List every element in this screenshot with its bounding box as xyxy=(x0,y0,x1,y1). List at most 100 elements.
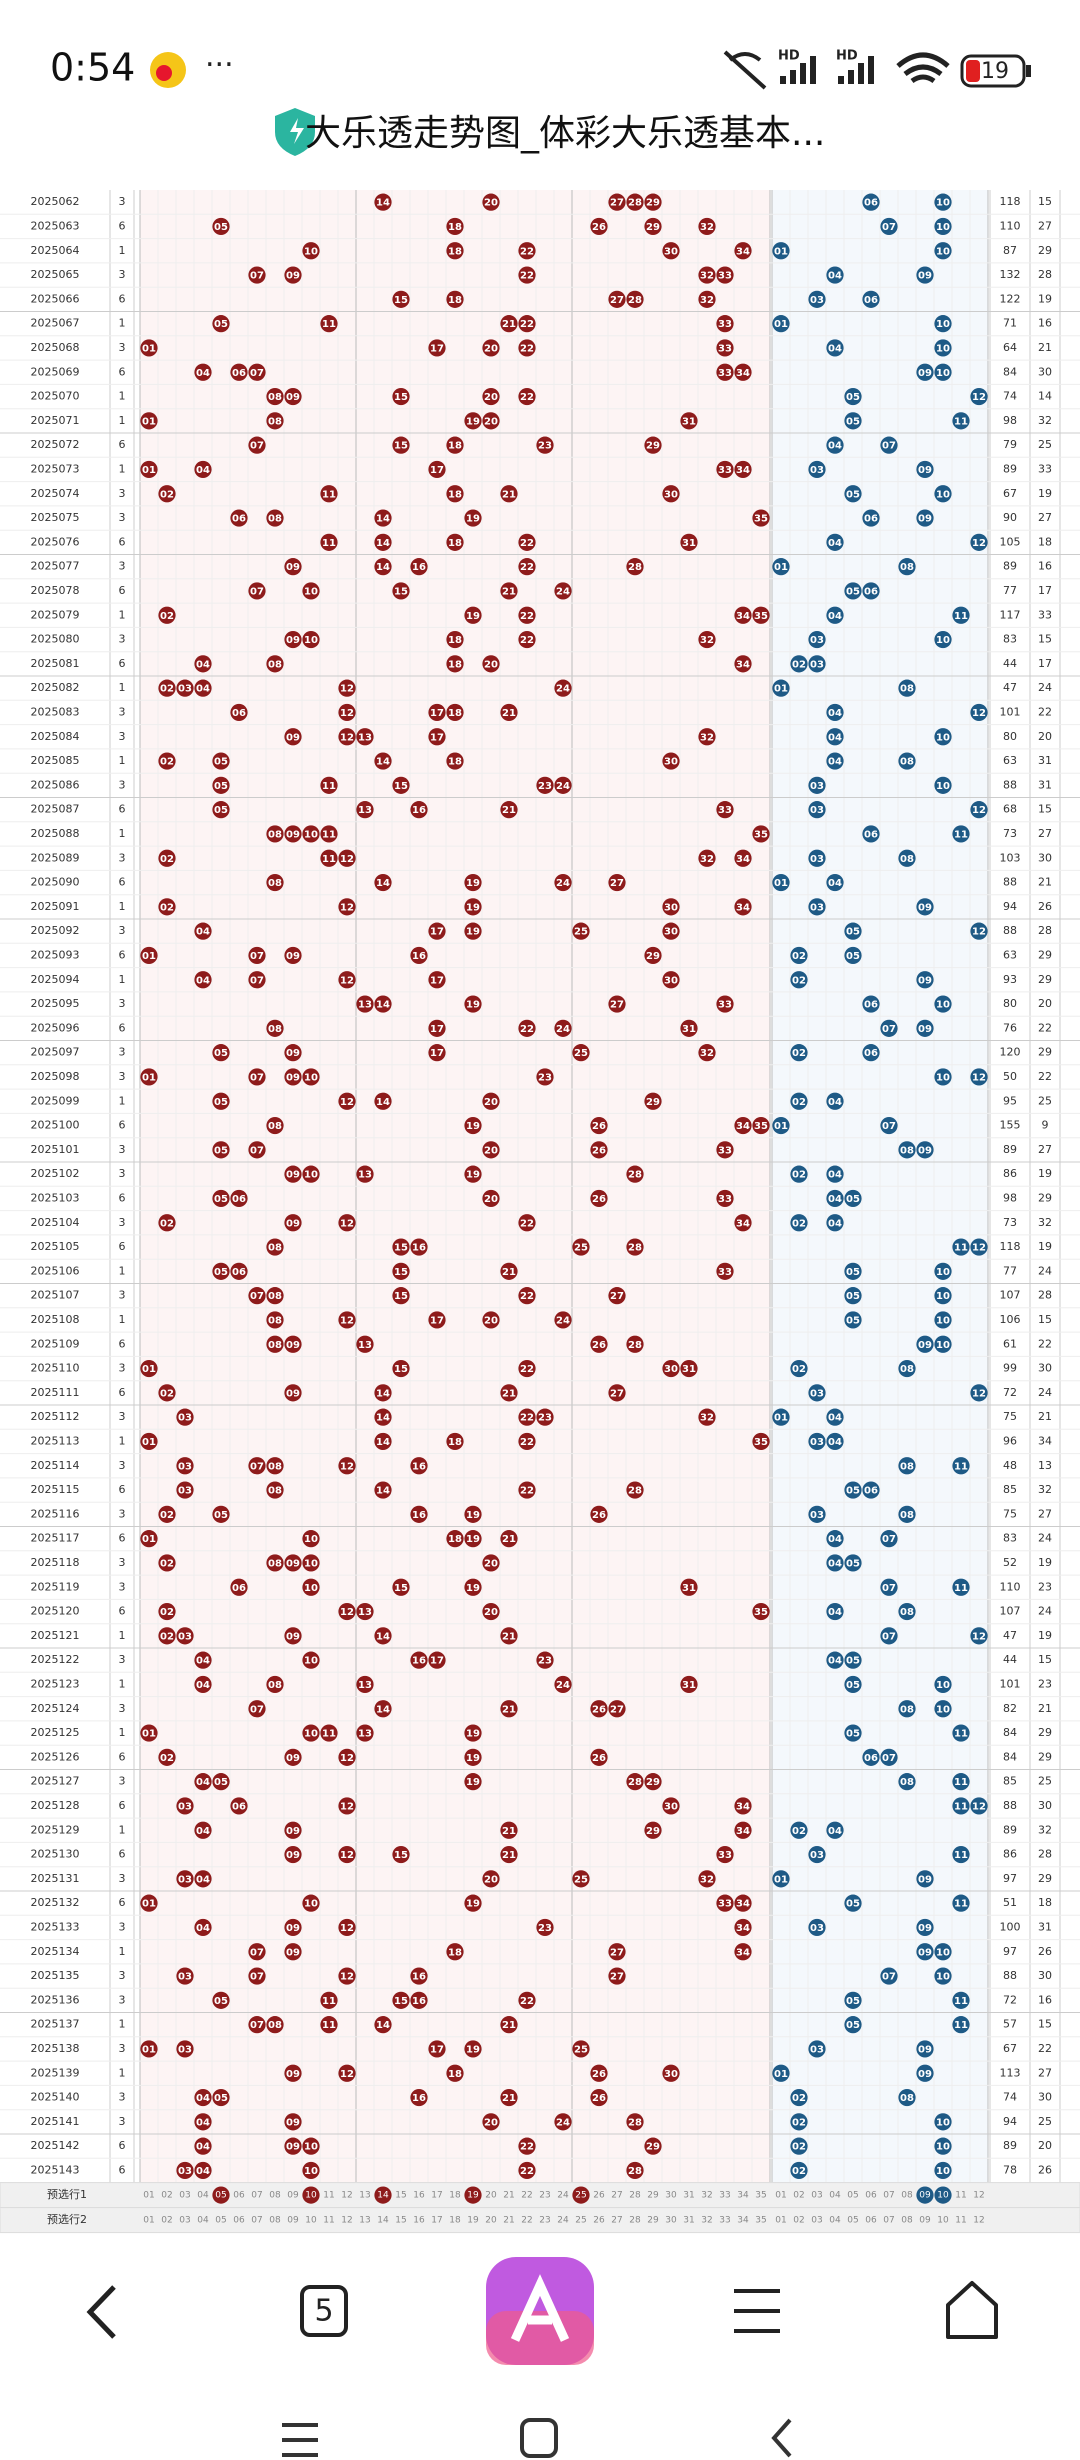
sys-menu[interactable] xyxy=(282,2423,318,2457)
stat: 75 xyxy=(1003,1410,1017,1423)
ball-number: 09 xyxy=(918,514,932,525)
issue: 2025143 xyxy=(31,2163,80,2176)
ball xyxy=(970,1384,988,1402)
ball xyxy=(862,290,880,308)
ball xyxy=(338,1845,356,1864)
ball-number: 11 xyxy=(322,489,336,500)
ball-number: 27 xyxy=(610,295,624,306)
sys-home[interactable] xyxy=(520,2418,558,2458)
battery-tip xyxy=(1026,65,1031,77)
ball-number: 03 xyxy=(178,1801,192,1812)
ball xyxy=(302,582,320,600)
ball-number: 26 xyxy=(592,1121,606,1132)
ball-number: 09 xyxy=(918,1874,932,1885)
sys-back[interactable] xyxy=(771,2418,792,2458)
ball-number: 30 xyxy=(664,757,678,768)
ball-number: 04 xyxy=(828,732,842,743)
ball xyxy=(500,2016,518,2034)
stat: 30 xyxy=(1038,1969,1052,1982)
ball xyxy=(826,1408,844,1426)
ball xyxy=(916,1918,934,1937)
ball-number: 19 xyxy=(466,514,480,525)
tabs-button[interactable] xyxy=(300,2285,348,2337)
count: 6 xyxy=(119,1750,126,1763)
ball xyxy=(916,1870,934,1888)
ball-number: 01 xyxy=(142,1072,156,1083)
ball xyxy=(626,2161,644,2180)
selection-number: 03 xyxy=(179,2191,190,2201)
issue: 2025131 xyxy=(31,1872,80,1885)
count: 1 xyxy=(119,900,126,913)
ball-number: 04 xyxy=(828,878,842,889)
ball-number: 02 xyxy=(160,1558,174,1569)
ball xyxy=(862,995,880,1013)
ball xyxy=(446,217,464,236)
stat: 88 xyxy=(1003,876,1017,889)
ball xyxy=(302,1068,320,1086)
selection-number: 06 xyxy=(233,2216,245,2226)
ball xyxy=(338,1967,356,1985)
ball-number: 14 xyxy=(376,514,390,525)
tabs-count[interactable]: 5 xyxy=(314,2294,333,2329)
ball xyxy=(716,1845,734,1864)
stat: 73 xyxy=(1003,1216,1017,1229)
menu-button[interactable] xyxy=(734,2289,780,2333)
ball-number: 07 xyxy=(250,586,264,597)
ball xyxy=(410,946,428,965)
ball xyxy=(284,1943,302,1961)
ball xyxy=(808,849,826,867)
ball xyxy=(844,946,862,965)
ball xyxy=(698,1408,716,1426)
ball xyxy=(952,1238,970,1256)
ball-number: 11 xyxy=(322,781,336,792)
ball-number: 04 xyxy=(828,1534,842,1545)
ball-number: 10 xyxy=(936,246,950,257)
count: 1 xyxy=(119,2066,126,2079)
ball-number: 15 xyxy=(394,586,408,597)
ball xyxy=(518,1408,536,1426)
signal-2 xyxy=(838,56,874,84)
ball-number: 06 xyxy=(232,1801,246,1812)
count: 3 xyxy=(119,1459,126,1472)
ball xyxy=(410,1505,428,1523)
ball-number: 26 xyxy=(592,1704,606,1715)
stat: 87 xyxy=(1003,244,1017,257)
ball-number: 33 xyxy=(718,1000,732,1011)
ball xyxy=(212,217,230,236)
ball-number: 11 xyxy=(954,1777,968,1788)
ball-number: 12 xyxy=(972,1631,986,1642)
back-button[interactable] xyxy=(86,2285,116,2339)
stat: 22 xyxy=(1038,1021,1052,1034)
ball-number: 22 xyxy=(520,1437,534,1448)
ball-number: 01 xyxy=(774,319,788,330)
ball xyxy=(194,655,212,673)
ball-number: 09 xyxy=(286,635,300,646)
ball-number: 04 xyxy=(828,1097,842,1108)
ball xyxy=(446,2064,464,2082)
ball xyxy=(518,1214,536,1232)
ball xyxy=(194,922,212,940)
selection-number: 10 xyxy=(937,2216,949,2226)
ball xyxy=(808,290,826,308)
ball-number: 08 xyxy=(268,514,282,525)
ball-number: 10 xyxy=(936,343,950,354)
ball-number: 03 xyxy=(178,1972,192,1983)
ball xyxy=(626,2113,644,2131)
ball xyxy=(898,1141,916,1159)
home-button[interactable] xyxy=(946,2281,998,2339)
ball-number: 14 xyxy=(376,757,390,768)
ball xyxy=(140,1894,158,1912)
ball xyxy=(844,1481,862,1499)
ball xyxy=(302,825,320,843)
count: 1 xyxy=(119,1264,126,1277)
ball xyxy=(898,558,916,576)
ball xyxy=(518,1359,536,1378)
count: 6 xyxy=(119,438,126,451)
ball-number: 11 xyxy=(322,538,336,549)
stat: 78 xyxy=(1003,2163,1017,2176)
ball xyxy=(536,1651,554,1669)
stat: 20 xyxy=(1038,2139,1052,2152)
ball xyxy=(790,655,808,673)
ball-number: 10 xyxy=(936,1972,950,1983)
ball-number: 07 xyxy=(250,2020,264,2031)
